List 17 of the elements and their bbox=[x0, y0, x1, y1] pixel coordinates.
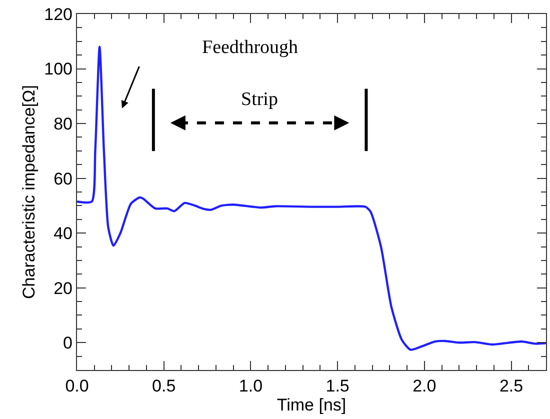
y-tick-label: 80 bbox=[54, 114, 72, 134]
x-tick-label: 1.0 bbox=[238, 376, 263, 396]
x-tick-label: 2.5 bbox=[499, 376, 524, 396]
x-tick-label: 0.5 bbox=[152, 376, 176, 396]
x-tick-label: 2.0 bbox=[412, 376, 436, 396]
y-tick-label: 100 bbox=[44, 60, 72, 79]
x-tick-label: 1.5 bbox=[326, 376, 350, 396]
annotation: Strip bbox=[241, 89, 278, 110]
y-tick-label: 120 bbox=[44, 4, 72, 24]
y-tick-label: 0 bbox=[63, 334, 72, 353]
y-axis-title: Characteristic impedance[Ω] bbox=[20, 85, 39, 299]
x-tick-label: 0.0 bbox=[65, 376, 89, 396]
y-tick-label: 20 bbox=[54, 278, 72, 298]
y-tick-label: 60 bbox=[54, 169, 72, 188]
annotation: Feedthrough bbox=[202, 37, 299, 58]
x-axis-title: Time [ns] bbox=[276, 396, 346, 414]
y-tick-label: 40 bbox=[54, 224, 72, 244]
